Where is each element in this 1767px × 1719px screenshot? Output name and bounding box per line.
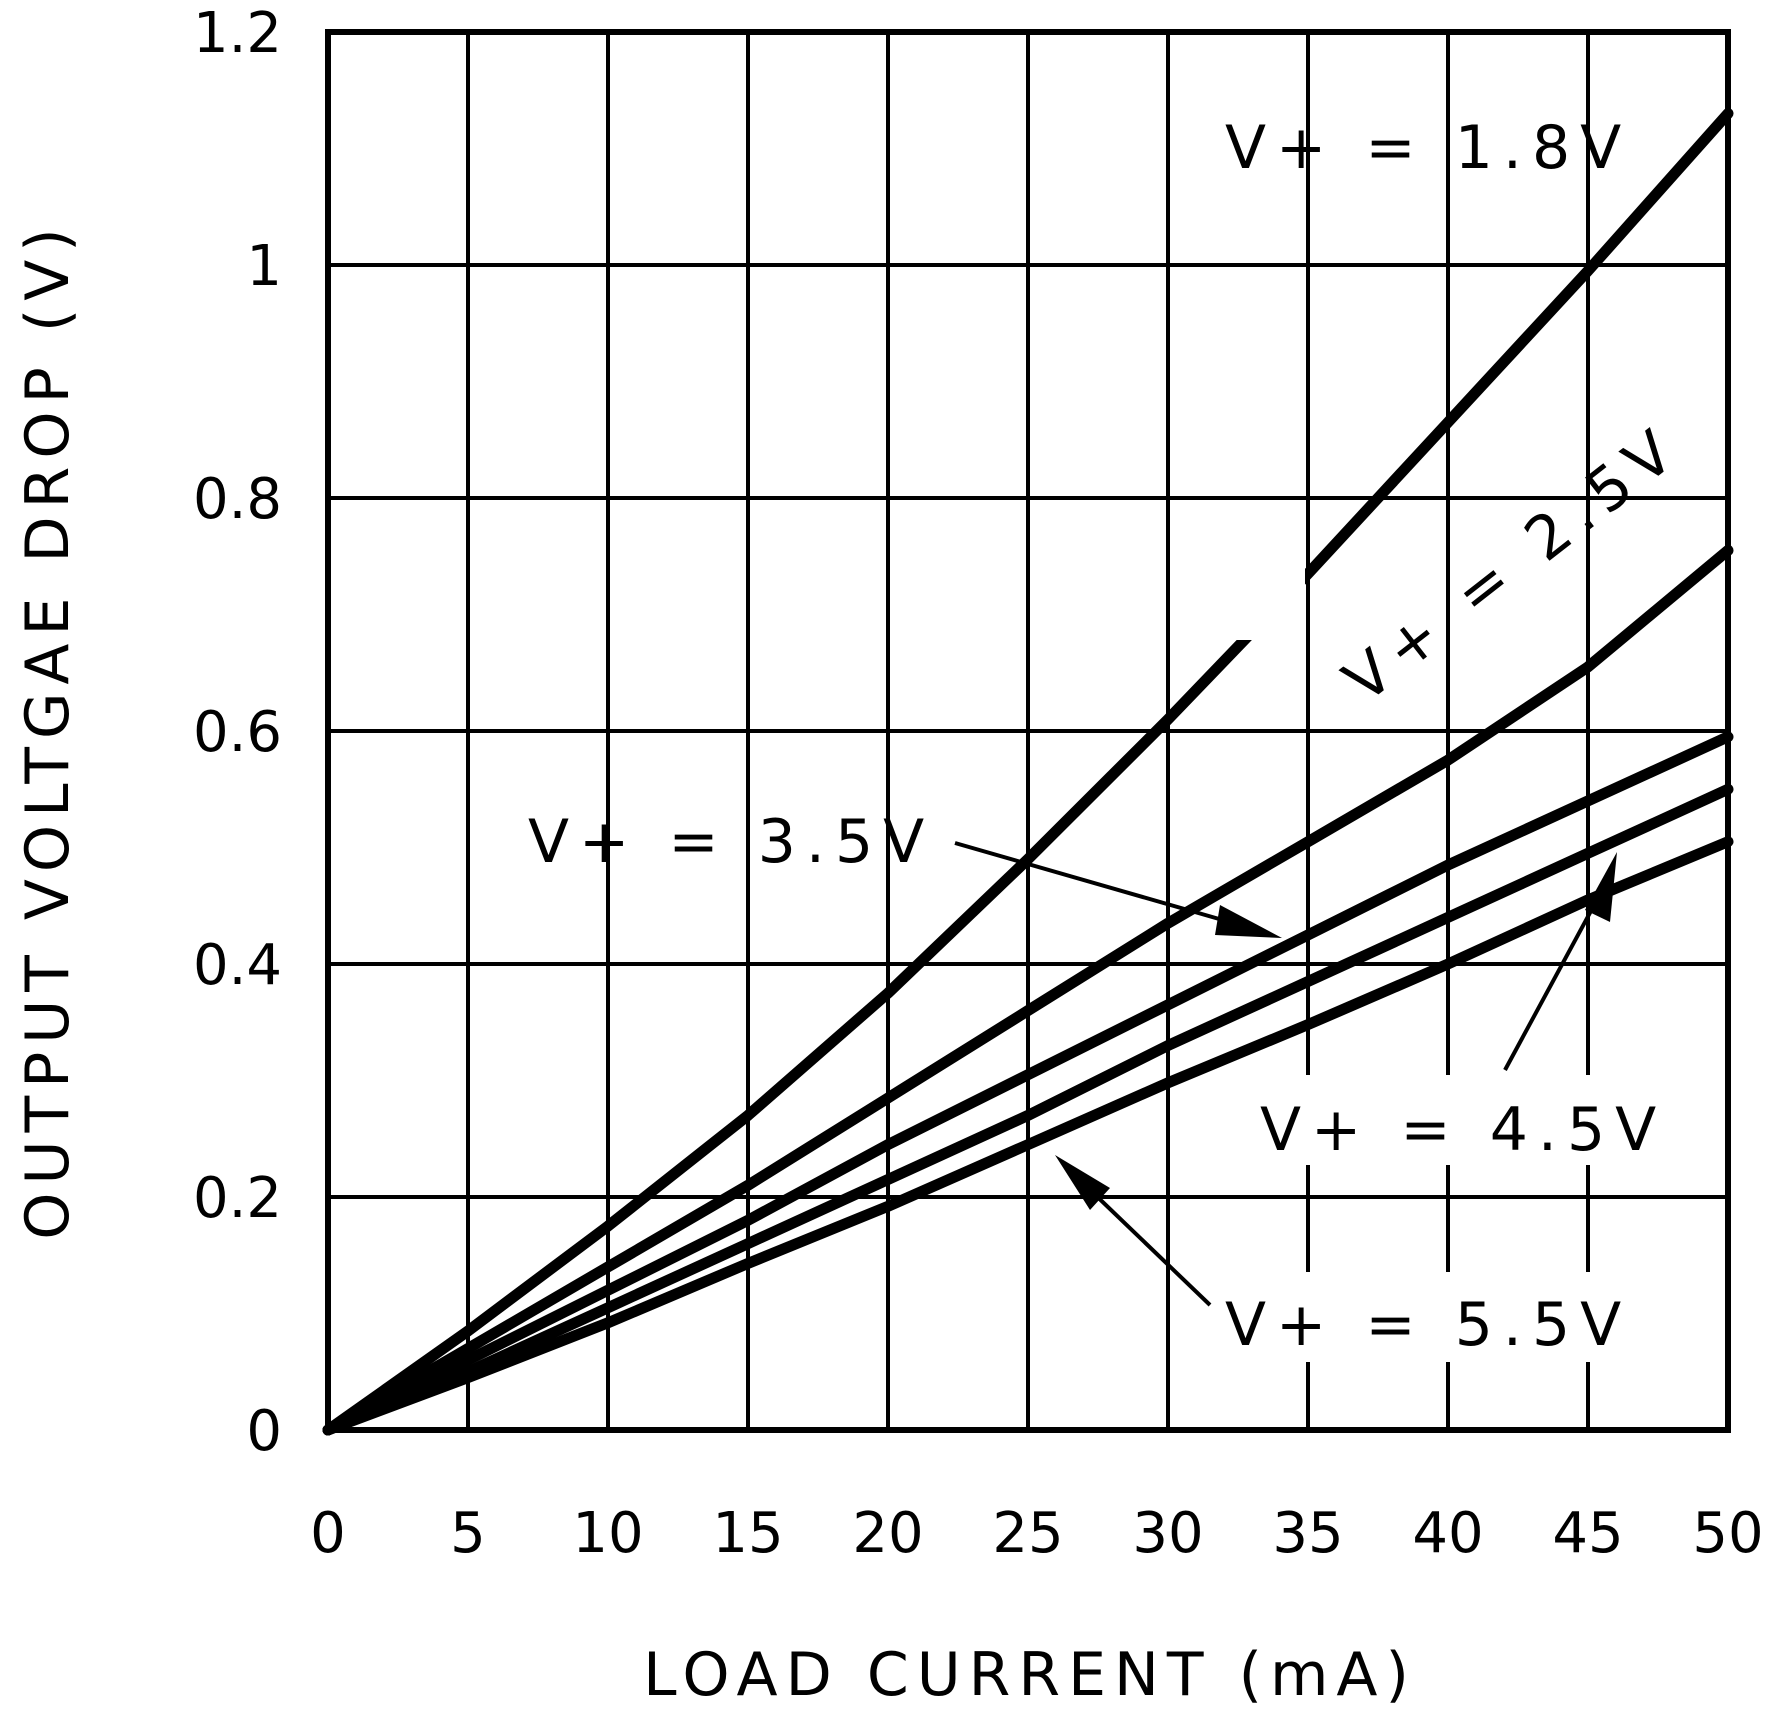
y-tick-label: 0.6 [193, 700, 282, 765]
data-point [607, 1307, 609, 1309]
data-point [1167, 1045, 1169, 1047]
data-point [887, 992, 889, 994]
label-backdrop-v55 [1215, 1272, 1625, 1362]
data-point [1167, 718, 1169, 720]
data-point [1307, 1024, 1309, 1026]
x-tick-label: 15 [712, 1501, 783, 1566]
y-tick-label: 1 [246, 234, 282, 299]
data-point [607, 1289, 609, 1291]
grid [326, 30, 1730, 1432]
x-tick-label: 5 [450, 1501, 486, 1566]
x-tick-label: 10 [572, 1501, 643, 1566]
data-point [467, 1347, 469, 1349]
data-point [1587, 270, 1589, 272]
data-point [747, 1114, 749, 1116]
annotation-v25: V+ = 2.5V [1331, 412, 1694, 717]
data-point [467, 1330, 469, 1332]
data-point [607, 1322, 609, 1324]
y-tick-label: 0.2 [193, 1166, 282, 1231]
label-backdrop-v25 [1185, 560, 1305, 640]
data-point [467, 1359, 469, 1361]
data-point [1587, 852, 1589, 854]
data-point [1027, 1010, 1029, 1012]
x-tick-label: 25 [992, 1501, 1063, 1566]
data-point [607, 1266, 609, 1268]
data-point [1447, 864, 1449, 866]
data-point [1167, 1004, 1169, 1006]
data-point [1447, 916, 1449, 918]
data-point [1027, 858, 1029, 860]
annotation-v35: V+ = 3.5V [528, 807, 934, 877]
data-point [887, 1144, 889, 1146]
data-point [747, 1184, 749, 1186]
data-point [1027, 1074, 1029, 1076]
data-point [467, 1377, 469, 1379]
data-point [1167, 1082, 1169, 1084]
data-point [1027, 1114, 1029, 1116]
x-tick-label: 40 [1412, 1501, 1483, 1566]
y-tick-label: 0 [246, 1399, 282, 1464]
data-point [1587, 800, 1589, 802]
x-tick-label: 30 [1132, 1501, 1203, 1566]
annotation-v55: V+ = 5.5V [1225, 1290, 1631, 1360]
data-point [747, 1243, 749, 1245]
arrow-v45 [1503, 852, 1617, 1071]
x-tick-label: 0 [310, 1501, 346, 1566]
data-point [1307, 841, 1309, 843]
data-point [1447, 421, 1449, 423]
y-tick-label: 0.4 [193, 933, 282, 998]
data-point [887, 1097, 889, 1099]
data-point [1307, 934, 1309, 936]
x-tick-label: 35 [1272, 1501, 1343, 1566]
y-tick-label: 0.8 [193, 467, 282, 532]
data-point [1587, 666, 1589, 668]
data-point [607, 1225, 609, 1227]
data-point [887, 1205, 889, 1207]
arrow-v35 [954, 841, 1282, 938]
annotation-v18: V+ = 1.8V [1225, 113, 1631, 183]
data-point [1587, 899, 1589, 901]
data-point [1027, 1144, 1029, 1146]
y-tick-labels: 0 0.2 0.4 0.6 0.8 1 1.2 [193, 1, 282, 1464]
plot-frame [325, 29, 1731, 1433]
data-point [1307, 573, 1309, 575]
arrow-v55 [1055, 1155, 1212, 1307]
data-point [887, 1179, 889, 1181]
y-axis-title: OUTPUT VOLTGAE DROP (V) [13, 220, 83, 1239]
series-layer [322, 108, 1734, 1436]
x-tick-labels: 0 5 10 15 20 25 30 35 40 45 50 [310, 1501, 1763, 1566]
x-tick-label: 50 [1692, 1501, 1763, 1566]
label-backdrop-v45 [1248, 1075, 1658, 1165]
data-point [1447, 963, 1449, 965]
data-point [747, 1219, 749, 1221]
x-tick-label: 45 [1552, 1501, 1623, 1566]
data-point [1447, 759, 1449, 761]
data-point [1167, 922, 1169, 924]
x-axis-title: LOAD CURRENT (mA) [643, 1640, 1417, 1710]
y-tick-label: 1.2 [193, 1, 282, 66]
annotation-v45: V+ = 4.5V [1260, 1095, 1666, 1165]
data-point [747, 1262, 749, 1264]
x-tick-label: 20 [852, 1501, 923, 1566]
data-point [1307, 980, 1309, 982]
